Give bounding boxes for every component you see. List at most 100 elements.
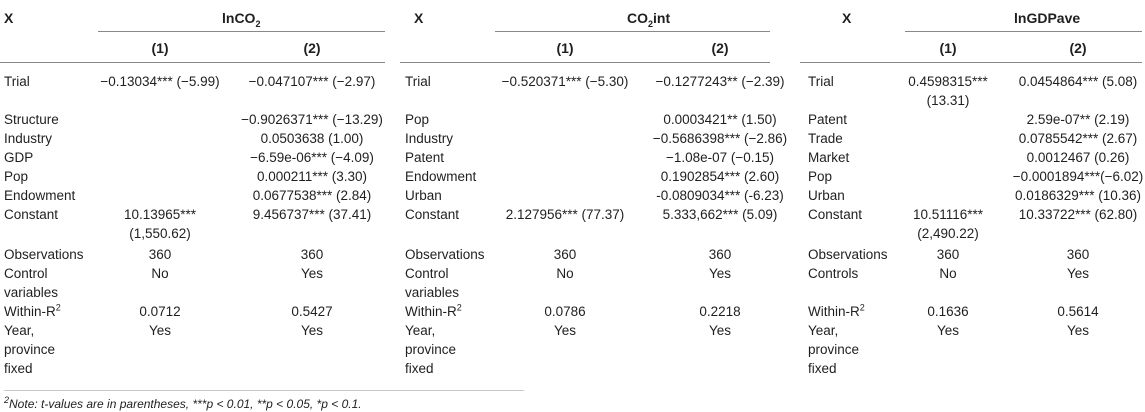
header-rule — [905, 31, 1142, 32]
row-label-line3: fixed — [4, 361, 33, 376]
col-header-1: (1) — [556, 40, 574, 56]
cell-col2: 360 — [1066, 247, 1090, 262]
row-label: Urban — [808, 188, 845, 203]
cell-col2: -0.0809034*** (-6.23) — [656, 188, 784, 203]
cell-col2: Yes — [708, 266, 732, 281]
cell-col1: 10.51116*** — [912, 207, 984, 222]
row-label: Pop — [4, 169, 29, 184]
header-rule — [495, 31, 770, 32]
col-header-2: (2) — [303, 40, 321, 56]
header-bottom-rule — [400, 62, 770, 63]
row-label: Patent — [405, 150, 445, 165]
row-label: Within-R2 — [808, 302, 865, 319]
cell-col1: 0.0712 — [139, 304, 181, 319]
row-label: Pop — [808, 169, 833, 184]
cell-col1: No — [556, 266, 574, 281]
header-bottom-rule — [800, 62, 1142, 63]
row-label: Industry — [4, 131, 53, 146]
row-label: Control — [4, 266, 48, 281]
cell-col2: 9.456737*** (37.41) — [252, 207, 372, 222]
row-label: Patent — [808, 112, 848, 127]
row-label: Industry — [405, 131, 454, 146]
cell-col1: Yes — [148, 323, 172, 338]
cell-col2: 360 — [300, 247, 324, 262]
cell-col2: 0.000211*** (3.30) — [256, 169, 368, 184]
cell-col2: −0.9026371*** (−13.29) — [241, 112, 383, 127]
row-label: Trial — [405, 74, 431, 89]
cell-col1: 0.1636 — [927, 304, 969, 319]
cell-col1: No — [939, 266, 957, 281]
dep-header: CO2int — [627, 10, 671, 29]
cell-col1: Yes — [553, 323, 577, 338]
x-header: X — [414, 10, 424, 26]
cell-col1: 360 — [148, 247, 172, 262]
row-label: Observations — [808, 247, 888, 262]
cell-col2: 2.59e-07** (2.19) — [1026, 112, 1130, 127]
cell-col2: 0.0454864*** (5.08) — [1018, 74, 1138, 89]
row-label-line3: fixed — [808, 361, 837, 376]
cell-col2: Yes — [1066, 323, 1090, 338]
cell-col1: 2.127956*** (77.37) — [505, 207, 625, 222]
cell-col2: 10.33722*** (62.80) — [1018, 207, 1138, 222]
cell-col2: −0.5686398*** (−2.86) — [652, 131, 788, 146]
cell-col1-line2: (13.31) — [926, 93, 970, 108]
cell-col2: 0.0003421** (1.50) — [663, 112, 777, 127]
row-label: Pop — [405, 112, 430, 127]
cell-col1: 0.0786 — [544, 304, 586, 319]
cell-col2: −0.1277243** (−2.39) — [655, 74, 785, 89]
row-label: Market — [808, 150, 850, 165]
cell-col2: 0.0677538*** (2.84) — [252, 188, 372, 203]
header-rule — [98, 31, 385, 32]
col-header-1: (1) — [151, 40, 169, 56]
cell-col1: 360 — [936, 247, 960, 262]
cell-col2: 0.0186329*** (10.36) — [1014, 188, 1142, 203]
row-label-line2: province — [808, 342, 860, 357]
row-label: Constant — [808, 207, 863, 222]
row-label: Structure — [4, 112, 59, 127]
footnote: 2Note: t-values are in parentheses, ***p… — [4, 395, 362, 412]
dep-header: lnGDPave — [1014, 10, 1081, 26]
cell-col2: 0.0503638 (1.00) — [260, 131, 364, 146]
row-label: Endowment — [405, 169, 477, 184]
cell-col1: 0.4598315*** — [908, 74, 988, 89]
row-label: Urban — [405, 188, 442, 203]
cell-col2: Yes — [300, 323, 324, 338]
cell-col2: 360 — [708, 247, 732, 262]
cell-col1: Yes — [936, 323, 960, 338]
row-label: Trade — [808, 131, 843, 146]
row-label: GDP — [4, 150, 34, 165]
dep-header: lnCO2 — [222, 10, 261, 29]
row-label-line2: province — [405, 342, 457, 357]
row-label-line2: variables — [405, 285, 460, 300]
row-label-line3: fixed — [405, 361, 434, 376]
cell-col1: No — [151, 266, 169, 281]
row-label: Constant — [4, 207, 59, 222]
cell-col1: 10.13965*** — [123, 207, 197, 222]
col-header-2: (2) — [711, 40, 729, 56]
cell-col2: 0.0012467 (0.26) — [1026, 150, 1130, 165]
cell-col2: 5.333,662*** (5.09) — [662, 207, 778, 222]
cell-col2: 0.5427 — [291, 304, 333, 319]
cell-col2: −0.047107*** (−2.97) — [248, 74, 376, 89]
cell-col2: −1.08e-07 (−0.15) — [665, 150, 775, 165]
cell-col2: 0.2218 — [699, 304, 741, 319]
col-header-1: (1) — [939, 40, 957, 56]
col-header-2: (2) — [1069, 40, 1087, 56]
row-label: Year, — [808, 323, 839, 338]
cell-col2: 0.1902854*** (2.60) — [660, 169, 780, 184]
cell-col2: 0.5614 — [1057, 304, 1099, 319]
row-label: Trial — [4, 74, 30, 89]
cell-col1: −0.13034*** (−5.99) — [100, 74, 220, 89]
cell-col1-line2: (1,550.62) — [129, 226, 191, 241]
x-header: X — [842, 10, 852, 26]
x-header: X — [4, 10, 14, 26]
cell-col2: Yes — [300, 266, 324, 281]
cell-col1: −0.520371*** (−5.30) — [501, 74, 629, 89]
cell-col2: −0.0001894***(−6.02) — [1012, 169, 1144, 184]
cell-col2: −6.59e-06*** (−4.09) — [250, 150, 374, 165]
row-label: Constant — [405, 207, 460, 222]
row-label: Control — [405, 266, 449, 281]
row-label: Endowment — [4, 188, 76, 203]
cell-col2: Yes — [708, 323, 732, 338]
cell-col1-line2: (2,490.22) — [917, 226, 979, 241]
